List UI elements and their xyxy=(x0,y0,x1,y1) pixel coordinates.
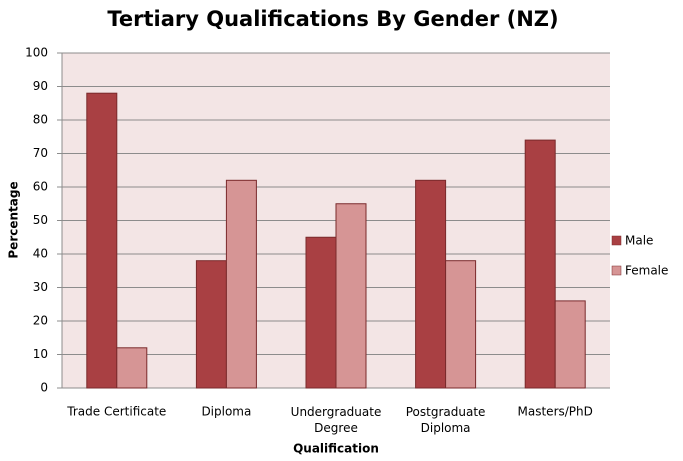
y-tick-label: 30 xyxy=(33,280,48,294)
bar xyxy=(445,260,477,389)
x-tick-label: Trade Certificate xyxy=(66,405,166,419)
x-tick-label: Masters/PhD xyxy=(518,405,593,419)
bar xyxy=(116,347,148,389)
bar xyxy=(195,260,227,389)
bar xyxy=(415,179,447,389)
bar xyxy=(305,236,337,389)
x-tick-label: Postgraduate Diploma xyxy=(406,405,486,435)
y-tick-label: 20 xyxy=(33,314,48,328)
y-tick-label: 100 xyxy=(25,46,48,60)
y-tick-label: 50 xyxy=(33,213,48,227)
y-tick-label: 80 xyxy=(33,113,48,127)
chart-title: Tertiary Qualifications By Gender (NZ) xyxy=(107,7,558,31)
y-tick-label: 90 xyxy=(33,79,48,93)
bar xyxy=(86,92,118,389)
y-tick-label: 70 xyxy=(33,146,48,160)
x-tick-label: Undergraduate Degree xyxy=(291,405,382,435)
legend-swatch xyxy=(611,265,622,276)
bar xyxy=(335,203,367,389)
legend-label: Male xyxy=(625,234,653,248)
x-tick-label: Diploma xyxy=(201,405,251,419)
legend-label: Female xyxy=(625,264,668,278)
y-axis-label: Percentage xyxy=(7,181,21,258)
x-axis-label: Qualification xyxy=(293,442,379,456)
y-tick-label: 10 xyxy=(33,347,48,361)
legend-swatch xyxy=(611,235,622,246)
y-tick-label: 0 xyxy=(40,381,48,395)
bar xyxy=(554,300,586,389)
bar xyxy=(524,139,556,389)
y-tick-label: 40 xyxy=(33,247,48,261)
bar xyxy=(225,179,257,389)
y-tick-label: 60 xyxy=(33,180,48,194)
